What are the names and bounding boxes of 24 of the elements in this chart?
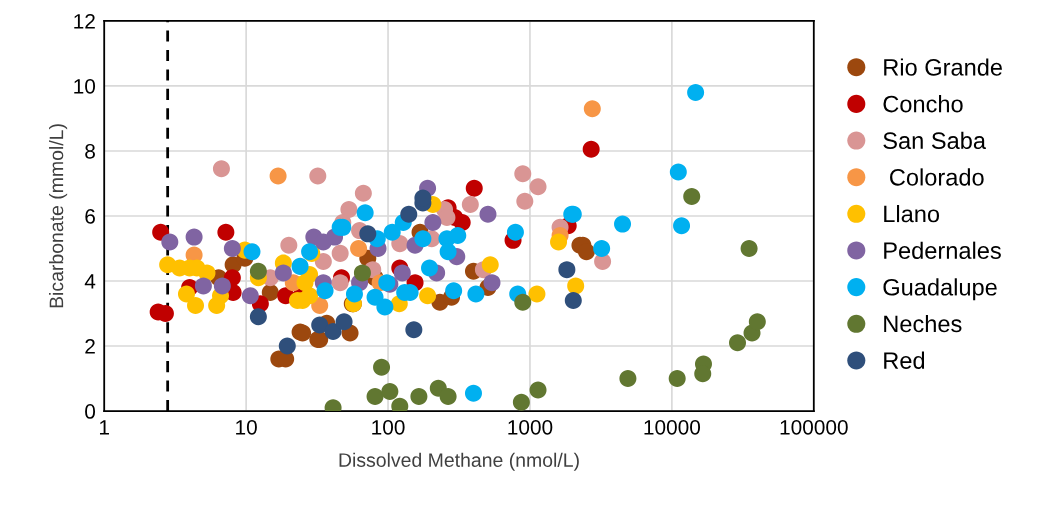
y-tick-label: 4: [84, 274, 96, 289]
legend-label: Neches: [884, 314, 962, 333]
y-axis-title: Bicarbonate (mmol/L): [49, 124, 68, 308]
legend-label: Colorado: [890, 168, 984, 186]
x-tick-label: 100: [372, 419, 405, 435]
legend-label: Guadalupe: [883, 278, 997, 301]
x-tick-label: 10: [236, 419, 257, 435]
x-tick-label: 100000: [780, 419, 848, 435]
y-tick-label: 0: [85, 404, 96, 419]
legend-label: Concho: [883, 95, 963, 113]
y-tick-label: 2: [85, 339, 95, 354]
x-axis-title: Dissolved Methane (nmol/L): [339, 452, 579, 471]
y-tick-label: 6: [85, 208, 95, 224]
legend-label: Llano: [884, 204, 940, 223]
legend-label: San Saba: [883, 131, 986, 150]
x-tick-label: 1: [100, 420, 109, 435]
x-tick-label: 1000: [508, 419, 553, 435]
y-tick-label: 8: [85, 143, 95, 159]
x-tick-label: 10000: [644, 419, 701, 435]
legend-label: Pedernales: [884, 241, 1001, 259]
y-tick-label: 10: [74, 78, 96, 94]
legend-label: Rio Grande: [884, 58, 1002, 76]
legend-label: Red: [884, 351, 925, 369]
y-tick-label: 12: [74, 13, 95, 29]
